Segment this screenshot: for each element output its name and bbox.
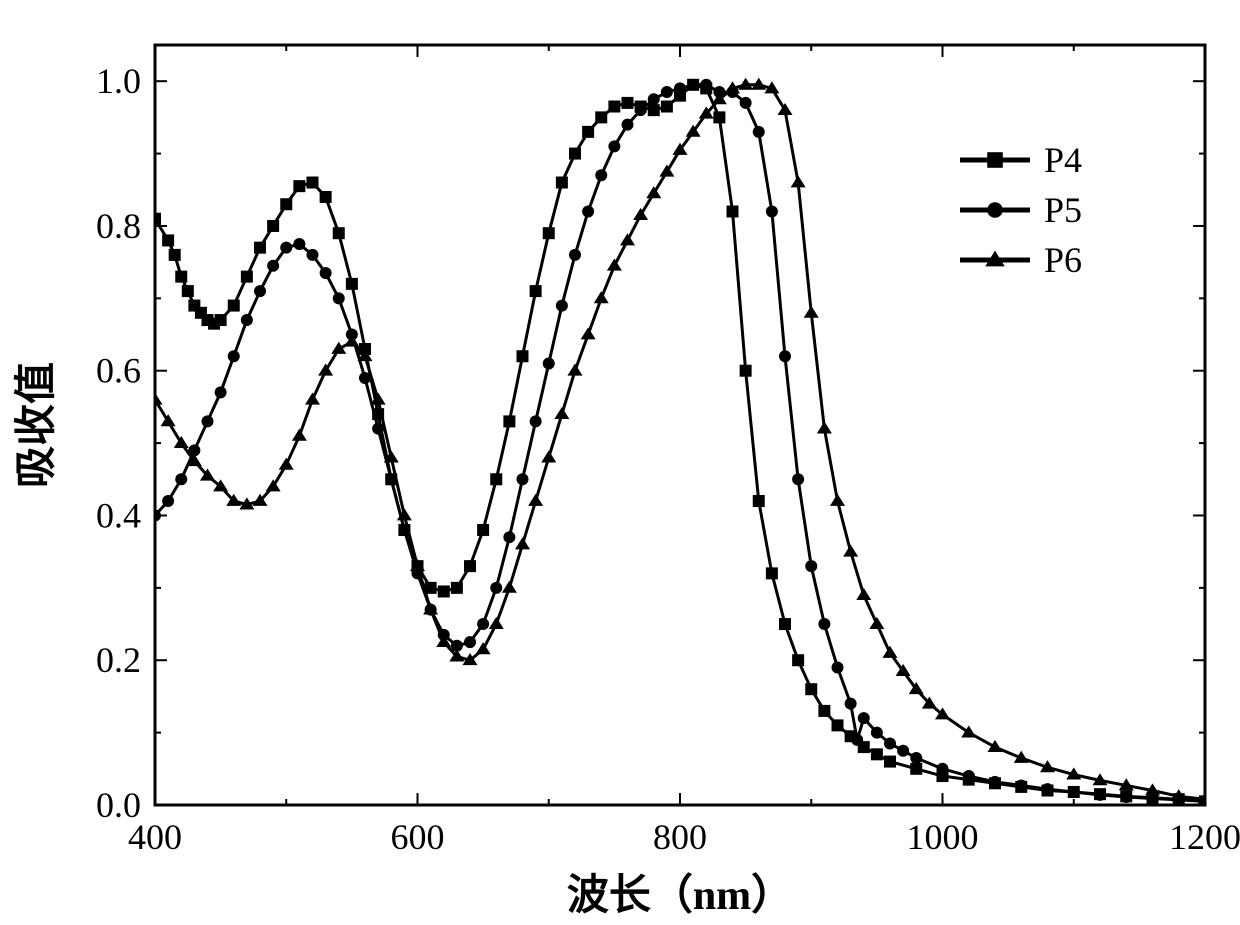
y-tick-label: 0.6 — [96, 351, 141, 391]
legend-label: P6 — [1044, 240, 1082, 280]
legend-label: P4 — [1044, 140, 1082, 180]
y-tick-label: 0.0 — [96, 785, 141, 825]
y-axis-label: 吸收值 — [13, 362, 60, 488]
absorption-spectrum-chart: 400600800100012000.00.20.40.60.81.0波长（nm… — [0, 0, 1240, 925]
x-tick-label: 800 — [653, 817, 707, 857]
legend-label: P5 — [1044, 190, 1082, 230]
y-tick-label: 0.2 — [96, 640, 141, 680]
x-tick-label: 1200 — [1169, 817, 1240, 857]
legend: P4 P5 P6 — [960, 140, 1082, 280]
x-tick-label: 600 — [391, 817, 445, 857]
x-tick-label: 1000 — [907, 817, 979, 857]
y-tick-label: 0.8 — [96, 206, 141, 246]
y-tick-label: 1.0 — [96, 61, 141, 101]
y-tick-label: 0.4 — [96, 495, 141, 535]
x-axis-label: 波长（nm） — [567, 872, 793, 919]
